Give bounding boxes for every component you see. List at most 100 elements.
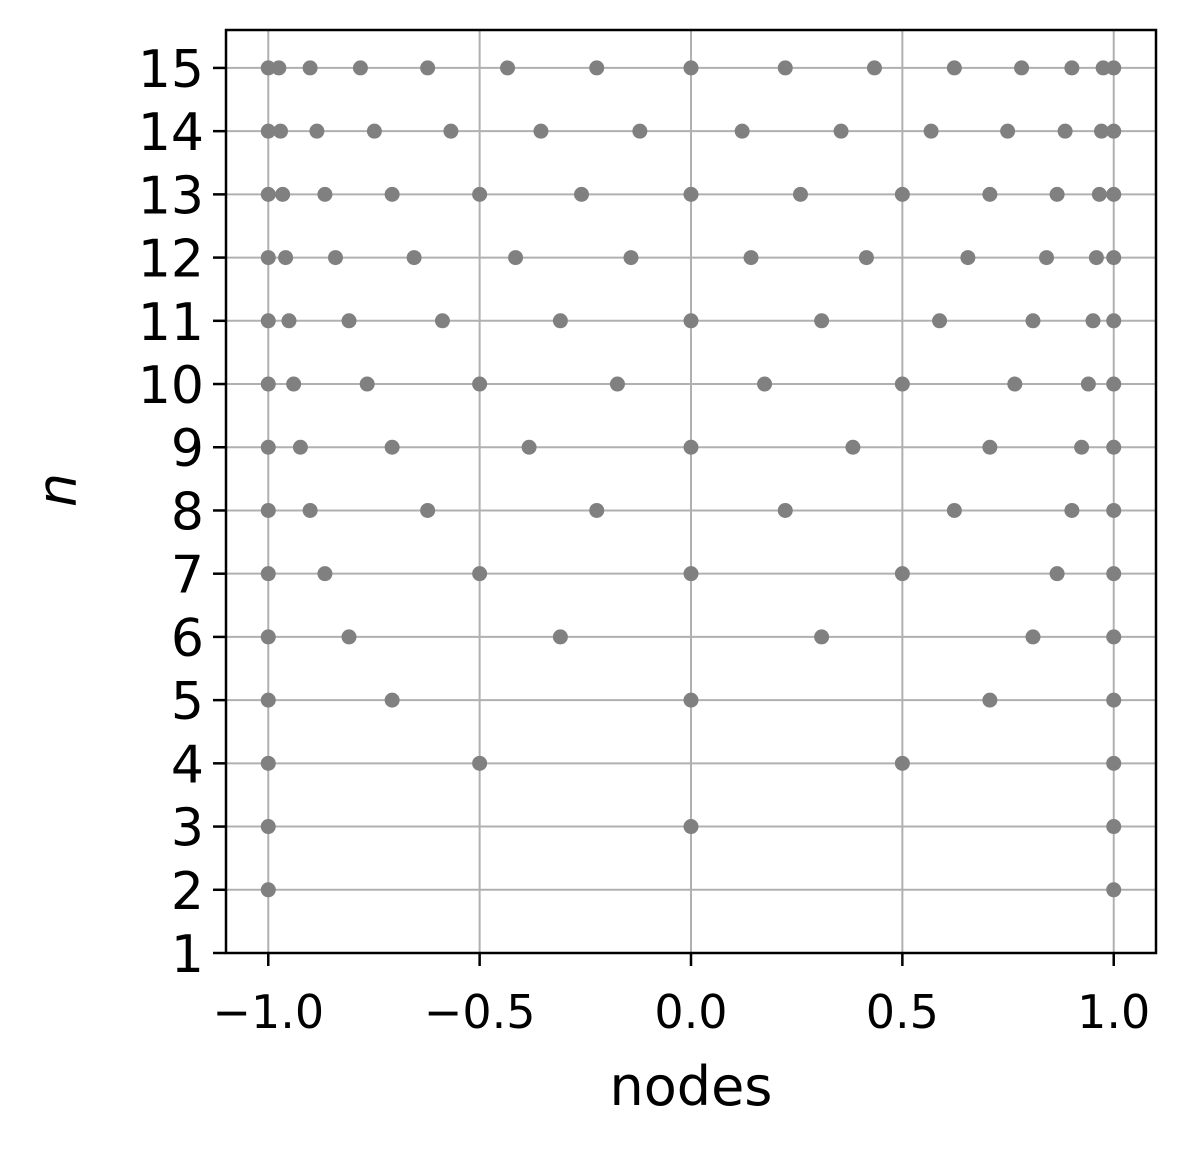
data-point: [384, 186, 400, 202]
x-tick-label: 0.0: [654, 985, 727, 1039]
data-point: [1106, 60, 1122, 76]
data-point: [1106, 882, 1122, 898]
data-point: [359, 376, 375, 392]
data-point: [533, 123, 549, 139]
y-tick-label: 4: [171, 735, 204, 795]
data-point: [260, 502, 276, 518]
data-point: [1085, 313, 1101, 329]
data-point: [286, 376, 302, 392]
data-point: [352, 60, 368, 76]
data-point: [1106, 313, 1122, 329]
data-point: [960, 250, 976, 266]
data-point: [932, 313, 948, 329]
y-tick-label: 8: [171, 482, 204, 542]
data-point: [1074, 439, 1090, 455]
data-point: [1106, 819, 1122, 835]
data-point: [757, 376, 773, 392]
data-point: [260, 692, 276, 708]
x-axis-label: nodes: [610, 1055, 773, 1118]
data-point: [309, 123, 325, 139]
data-point: [1064, 60, 1080, 76]
data-point: [281, 313, 297, 329]
data-point: [894, 186, 910, 202]
data-point: [302, 502, 318, 518]
data-point: [814, 629, 830, 645]
data-point: [260, 629, 276, 645]
y-tick-label: 9: [171, 419, 204, 479]
data-point: [472, 186, 488, 202]
data-point: [589, 60, 605, 76]
data-point: [317, 186, 333, 202]
data-point: [923, 123, 939, 139]
y-tick-label: 15: [138, 40, 204, 100]
data-point: [260, 439, 276, 455]
x-tick-label: 0.5: [866, 985, 939, 1039]
data-point: [1025, 629, 1041, 645]
data-point: [683, 439, 699, 455]
data-point: [1106, 566, 1122, 582]
data-point: [500, 60, 516, 76]
data-point: [734, 123, 750, 139]
data-point: [273, 123, 289, 139]
data-point: [271, 60, 287, 76]
data-point: [1025, 313, 1041, 329]
data-point: [292, 439, 308, 455]
data-point: [260, 313, 276, 329]
data-point: [683, 566, 699, 582]
data-point: [777, 60, 793, 76]
data-point: [1106, 376, 1122, 392]
data-point: [1106, 123, 1122, 139]
data-point: [260, 882, 276, 898]
data-point: [683, 819, 699, 835]
data-point: [302, 60, 318, 76]
y-tick-label: 11: [138, 293, 204, 353]
data-point: [683, 313, 699, 329]
data-point: [260, 186, 276, 202]
data-point: [777, 502, 793, 518]
data-point: [683, 692, 699, 708]
data-point: [420, 60, 436, 76]
data-point: [946, 502, 962, 518]
data-point: [1106, 502, 1122, 518]
data-point: [1091, 186, 1107, 202]
data-point: [384, 692, 400, 708]
data-point: [1007, 376, 1023, 392]
data-point: [275, 186, 291, 202]
x-tick-label: −1.0: [212, 985, 324, 1039]
data-point: [472, 566, 488, 582]
data-point: [1049, 186, 1065, 202]
data-point: [683, 60, 699, 76]
data-point: [1088, 250, 1104, 266]
data-point: [1106, 755, 1122, 771]
data-point: [552, 629, 568, 645]
data-point: [894, 376, 910, 392]
y-tick-label: 5: [171, 672, 204, 732]
data-point: [1049, 566, 1065, 582]
data-point: [434, 313, 450, 329]
data-point: [384, 439, 400, 455]
data-point: [1106, 692, 1122, 708]
data-point: [472, 376, 488, 392]
data-point: [683, 186, 699, 202]
data-point: [552, 313, 568, 329]
data-point: [833, 123, 849, 139]
data-point: [278, 250, 294, 266]
data-point: [1106, 186, 1122, 202]
data-point: [845, 439, 861, 455]
data-point: [1014, 60, 1030, 76]
data-point: [1106, 250, 1122, 266]
data-point: [982, 186, 998, 202]
data-point: [982, 692, 998, 708]
data-point: [1039, 250, 1055, 266]
y-axis-label: n: [26, 473, 89, 507]
data-point: [894, 566, 910, 582]
y-tick-label: 12: [138, 230, 204, 290]
data-point: [260, 123, 276, 139]
data-point: [260, 566, 276, 582]
data-point: [317, 566, 333, 582]
y-tick-label: 7: [171, 546, 204, 606]
y-tick-label: 2: [171, 862, 204, 922]
data-point: [508, 250, 524, 266]
data-point: [260, 376, 276, 392]
